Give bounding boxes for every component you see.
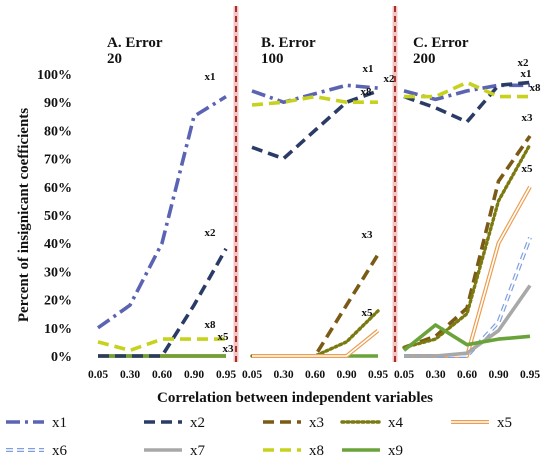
series-line-x2 (251, 89, 379, 161)
legend-item-x7: x7 (144, 443, 206, 459)
series-label-x2: x2 (518, 57, 530, 69)
series-label-x1: x1 (363, 63, 374, 75)
panel-title: A. Error (107, 35, 163, 51)
x-tick-label: 0.95 (216, 369, 236, 381)
legend: x1 x2 x3 x4 x5 x6 x7 x8 x9 (6, 415, 512, 459)
series-line-inner-x5 (404, 186, 531, 357)
series-label-x8: x8 (361, 86, 373, 98)
series-line-x8 (97, 337, 226, 353)
y-tick-label: 100% (37, 68, 72, 83)
y-tick-label: 70% (44, 153, 72, 168)
y-tick-label: 60% (44, 181, 72, 196)
panel-title-number: 20 (107, 51, 122, 67)
series-line-x8 (404, 80, 530, 99)
series-line-x5 (252, 329, 380, 358)
legend-label-x3: x3 (309, 415, 324, 431)
legend-item-x6: x6 (6, 443, 68, 459)
y-tick-label: 20% (44, 294, 72, 309)
legend-label-x4: x4 (388, 415, 404, 431)
x-tick-label: 0.90 (184, 369, 204, 381)
series-line-x1 (251, 83, 379, 104)
x-tick-label: 0.90 (488, 369, 508, 381)
legend-label-x5: x5 (497, 415, 512, 431)
y-tick-label: 50% (44, 209, 72, 224)
series-label-x3: x3 (522, 112, 534, 124)
legend-item-x3: x3 (263, 415, 324, 431)
panel-dividers (233, 6, 398, 362)
series-line-x5 (404, 185, 532, 358)
x-tick-label: 0.30 (425, 369, 445, 381)
series-line-x2 (403, 80, 531, 124)
y-tick-label: 10% (44, 322, 72, 337)
x-axis-title: Correlation between independent variable… (157, 390, 433, 406)
legend-item-x1: x1 (6, 415, 67, 431)
series-label-x2: x2 (205, 227, 217, 239)
series-label-x8: x8 (530, 82, 542, 94)
x-tick-label: 0.60 (305, 369, 325, 381)
x-tick-label: 0.05 (88, 369, 108, 381)
series-line-x4 (402, 142, 532, 350)
series-line-inner-x5 (252, 329, 379, 357)
series-line-x3 (252, 253, 380, 358)
series-label-x8: x8 (205, 319, 217, 331)
series-line-x3 (403, 134, 532, 350)
legend-item-x4: x4 (340, 415, 404, 431)
series-label-x3: x3 (223, 343, 235, 355)
x-tick-label: 0.30 (120, 369, 140, 381)
panel-title-number: 200 (413, 51, 436, 67)
legend-item-x2: x2 (144, 415, 205, 431)
series-label-x3: x3 (362, 229, 374, 241)
y-tick-label: 40% (44, 237, 72, 252)
series-label-x5: x5 (218, 331, 230, 343)
panel-title-number: 100 (261, 51, 284, 67)
series-line-x7 (404, 284, 532, 358)
legend-label-x7: x7 (190, 443, 206, 459)
series-label-x5: x5 (522, 163, 534, 175)
x-tick-label: 0.95 (368, 369, 388, 381)
x-tick-label: 0.05 (242, 369, 262, 381)
legend-item-x8: x8 (263, 443, 324, 459)
x-tick-label: 0.60 (457, 369, 477, 381)
y-axis-title: Percent of insignicant coefficients (16, 108, 32, 322)
x-tick-label: 0.60 (152, 369, 172, 381)
y-tick-label: 90% (44, 96, 72, 111)
series-line-x9 (402, 323, 531, 352)
legend-label-x9: x9 (388, 443, 403, 459)
legend-item-x5: x5 (451, 415, 512, 431)
y-axis: 0% 10% 20% 30% 40% 50% 60% 70% 80% 90% 100% (37, 68, 72, 365)
legend-label-x8: x8 (309, 443, 324, 459)
series-label-x2: x2 (384, 73, 396, 85)
x-tick-label: 0.90 (336, 369, 356, 381)
series-label-x1: x1 (521, 68, 532, 80)
panel-title: B. Error (261, 35, 316, 51)
legend-item-x9: x9 (342, 443, 403, 459)
series-line-x4 (250, 309, 380, 358)
x-tick-label: 0.05 (394, 369, 414, 381)
series-label-x5: x5 (362, 307, 374, 319)
series-line-x1 (96, 95, 227, 330)
y-tick-label: 30% (44, 265, 72, 280)
x-tick-label: 0.95 (520, 369, 540, 381)
series-line-x2 (98, 247, 228, 358)
y-tick-label: 0% (51, 350, 72, 365)
x-tick-label: 0.30 (273, 369, 293, 381)
y-tick-label: 80% (44, 124, 72, 139)
panel-title: C. Error (413, 35, 469, 51)
series-label-x1: x1 (205, 71, 216, 83)
legend-label-x1: x1 (52, 415, 67, 431)
legend-label-x6: x6 (52, 443, 68, 459)
legend-label-x2: x2 (190, 415, 205, 431)
series-line-x8 (251, 94, 378, 107)
